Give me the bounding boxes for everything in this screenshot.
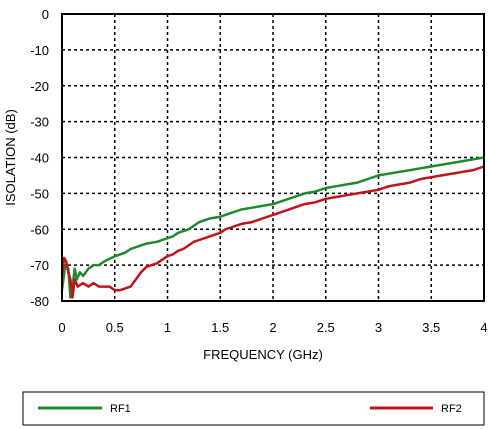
- y-tick-label: 0: [42, 7, 49, 22]
- y-tick-label: -10: [30, 43, 49, 58]
- x-tick-label: 0: [58, 320, 65, 335]
- y-tick-label: -30: [30, 115, 49, 130]
- x-tick-label: 2: [269, 320, 276, 335]
- series-layer: [60, 156, 485, 299]
- x-tick-label: 4: [480, 320, 487, 335]
- y-tick-label: -60: [30, 222, 49, 237]
- y-axis-title: ISOLATION (dB): [3, 109, 18, 206]
- x-tick-label: 3.5: [422, 320, 440, 335]
- y-tick-label: -70: [30, 258, 49, 273]
- x-tick-label: 1: [164, 320, 171, 335]
- series-line-rf1: [60, 156, 485, 299]
- x-axis-title: FREQUENCY (GHz): [203, 347, 323, 362]
- y-tick-label: -50: [30, 186, 49, 201]
- x-tick-label: 2.5: [317, 320, 335, 335]
- grid-lines: [62, 14, 484, 301]
- plot-frame: [61, 13, 485, 302]
- legend-label-rf1: RF1: [110, 403, 131, 415]
- y-tick-label: -40: [30, 151, 49, 166]
- y-tick-labels: 0 -10 -20 -30 -40 -50 -60 -70 -80: [30, 7, 49, 309]
- y-tick-label: -20: [30, 79, 49, 94]
- legend-label-rf2: RF2: [441, 403, 462, 415]
- x-tick-labels: 0 0.5 1 1.5 2 2.5 3 3.5 4: [58, 320, 487, 335]
- x-tick-label: 3: [375, 320, 382, 335]
- x-tick-label: 0.5: [106, 320, 124, 335]
- x-tick-label: 1.5: [211, 320, 229, 335]
- series-line-rf2: [60, 165, 485, 299]
- y-tick-label: -80: [30, 294, 49, 309]
- legend: RF1 RF2: [22, 391, 485, 426]
